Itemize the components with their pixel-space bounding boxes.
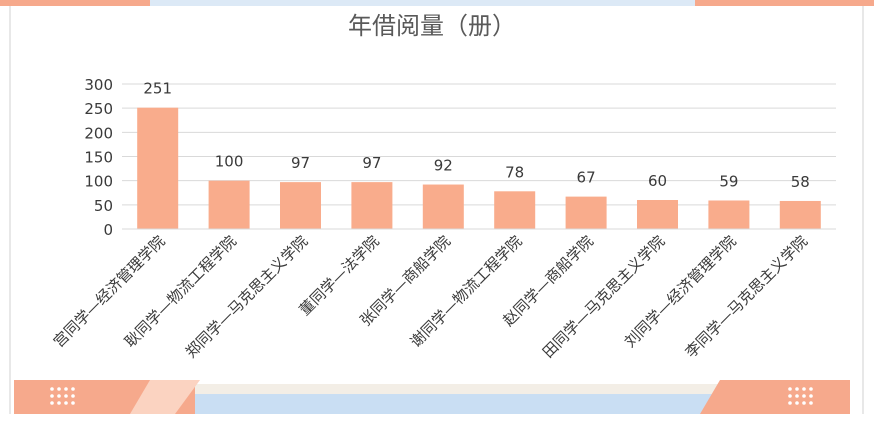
bar (208, 180, 250, 229)
y-tick-label: 50 (94, 197, 113, 215)
bar (637, 200, 678, 229)
x-tick-label: 田同学—马克思主义学院 (539, 232, 668, 361)
bars (137, 107, 821, 229)
x-tick-label: 李同学—马克思主义学院 (682, 232, 811, 361)
y-tick-label: 300 (84, 76, 113, 94)
bar (137, 107, 179, 229)
bottom-right-dots (788, 387, 813, 405)
data-label: 97 (362, 154, 381, 172)
bar (494, 191, 536, 229)
top-accent-right (695, 0, 874, 6)
y-tick-label: 150 (84, 149, 113, 167)
bar (280, 182, 321, 229)
right-border (862, 6, 864, 414)
y-tick-label: 200 (84, 124, 113, 142)
y-tick-label: 0 (103, 221, 113, 239)
bar (708, 200, 750, 229)
left-border (9, 6, 11, 414)
bar (565, 196, 607, 229)
data-label: 92 (434, 157, 453, 175)
data-labels: 251 100 97 97 92 78 67 60 59 58 (143, 80, 809, 191)
data-label: 251 (143, 80, 172, 98)
y-tick-label: 250 (84, 100, 113, 118)
top-accent-middle (150, 0, 695, 6)
x-tick-label: 郑同学—马克思主义学院 (182, 232, 311, 361)
data-label: 67 (577, 169, 596, 187)
bottom-left-cut (130, 380, 200, 414)
bar (351, 182, 393, 229)
data-label: 59 (719, 172, 738, 190)
data-label: 58 (791, 173, 810, 191)
chart-title: 年借阅量（册） (348, 12, 516, 40)
x-axis-ticks: 宫同学—经济管理学院耿同学—物流工程学院郑同学—马克思主义学院董同学—法学院张同… (50, 232, 811, 361)
top-accent-left (0, 0, 150, 6)
y-tick-label: 100 (84, 173, 113, 191)
data-label: 97 (291, 154, 310, 172)
y-axis-ticks: 0 50 100 150 200 250 300 (84, 76, 113, 239)
data-label: 60 (648, 172, 667, 190)
bottom-left-dots (50, 387, 75, 405)
bottom-blue-band (130, 392, 730, 414)
bar (779, 200, 821, 229)
bar (422, 184, 464, 229)
data-label: 78 (505, 163, 524, 181)
bottom-cream-band (160, 384, 720, 394)
data-label: 100 (215, 153, 244, 171)
